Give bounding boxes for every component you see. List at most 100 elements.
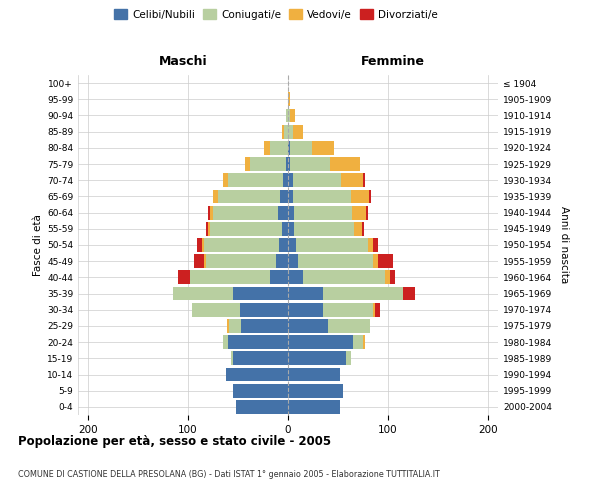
Bar: [270, 270, 288, 284]
Bar: [210, 222, 282, 235]
Bar: [290, 108, 295, 122]
Bar: [288, 141, 290, 154]
Bar: [288, 368, 340, 382]
Bar: [294, 222, 354, 235]
Bar: [323, 286, 403, 300]
Text: Femmine: Femmine: [361, 55, 425, 68]
Bar: [288, 206, 294, 220]
Bar: [288, 157, 290, 171]
Bar: [245, 157, 250, 171]
Bar: [293, 125, 303, 138]
Bar: [403, 286, 415, 300]
Bar: [233, 352, 288, 365]
Bar: [264, 141, 270, 154]
Bar: [284, 125, 288, 138]
Bar: [354, 222, 362, 235]
Bar: [390, 270, 395, 284]
Bar: [288, 190, 293, 203]
Bar: [197, 238, 202, 252]
Bar: [192, 303, 240, 316]
Bar: [369, 190, 371, 203]
Bar: [236, 400, 288, 414]
Bar: [293, 190, 351, 203]
Bar: [228, 336, 288, 349]
Bar: [276, 254, 288, 268]
Bar: [206, 222, 208, 235]
Bar: [223, 336, 228, 349]
Bar: [312, 141, 334, 154]
Bar: [296, 238, 368, 252]
Bar: [288, 336, 353, 349]
Bar: [288, 303, 323, 316]
Bar: [373, 303, 375, 316]
Bar: [366, 206, 368, 220]
Bar: [202, 238, 204, 252]
Bar: [303, 270, 385, 284]
Bar: [288, 174, 293, 187]
Bar: [282, 125, 284, 138]
Bar: [385, 270, 390, 284]
Bar: [351, 190, 369, 203]
Bar: [362, 222, 364, 235]
Bar: [229, 319, 241, 333]
Bar: [375, 303, 380, 316]
Bar: [330, 157, 360, 171]
Legend: Celibi/Nubili, Coniugati/e, Vedovi/e, Divorziati/e: Celibi/Nubili, Coniugati/e, Vedovi/e, Di…: [110, 5, 442, 24]
Bar: [204, 254, 206, 268]
Bar: [288, 384, 343, 398]
Bar: [288, 238, 296, 252]
Bar: [288, 319, 328, 333]
Bar: [241, 319, 288, 333]
Bar: [288, 222, 294, 235]
Bar: [328, 319, 370, 333]
Y-axis label: Fasce di età: Fasce di età: [33, 214, 43, 276]
Bar: [223, 174, 228, 187]
Bar: [352, 206, 366, 220]
Bar: [346, 352, 351, 365]
Bar: [173, 286, 233, 300]
Bar: [288, 286, 323, 300]
Bar: [373, 238, 378, 252]
Bar: [286, 157, 288, 171]
Bar: [341, 174, 363, 187]
Bar: [298, 254, 373, 268]
Bar: [290, 141, 312, 154]
Bar: [288, 92, 290, 106]
Bar: [293, 174, 341, 187]
Bar: [282, 222, 288, 235]
Bar: [288, 254, 298, 268]
Bar: [288, 270, 303, 284]
Bar: [204, 238, 279, 252]
Bar: [290, 157, 330, 171]
Bar: [323, 303, 373, 316]
Bar: [194, 254, 204, 268]
Bar: [279, 238, 288, 252]
Bar: [190, 270, 270, 284]
Bar: [178, 270, 190, 284]
Bar: [378, 254, 393, 268]
Bar: [363, 174, 365, 187]
Bar: [288, 352, 346, 365]
Bar: [283, 174, 288, 187]
Bar: [368, 238, 373, 252]
Bar: [218, 190, 280, 203]
Bar: [206, 254, 276, 268]
Bar: [353, 336, 363, 349]
Bar: [278, 206, 288, 220]
Bar: [240, 303, 288, 316]
Bar: [294, 206, 352, 220]
Bar: [233, 384, 288, 398]
Bar: [270, 141, 288, 154]
Bar: [288, 400, 340, 414]
Bar: [226, 368, 288, 382]
Bar: [363, 336, 365, 349]
Bar: [210, 206, 213, 220]
Bar: [288, 108, 290, 122]
Bar: [208, 206, 210, 220]
Bar: [280, 190, 288, 203]
Bar: [233, 286, 288, 300]
Bar: [373, 254, 378, 268]
Bar: [250, 157, 286, 171]
Y-axis label: Anni di nascita: Anni di nascita: [559, 206, 569, 284]
Bar: [286, 108, 288, 122]
